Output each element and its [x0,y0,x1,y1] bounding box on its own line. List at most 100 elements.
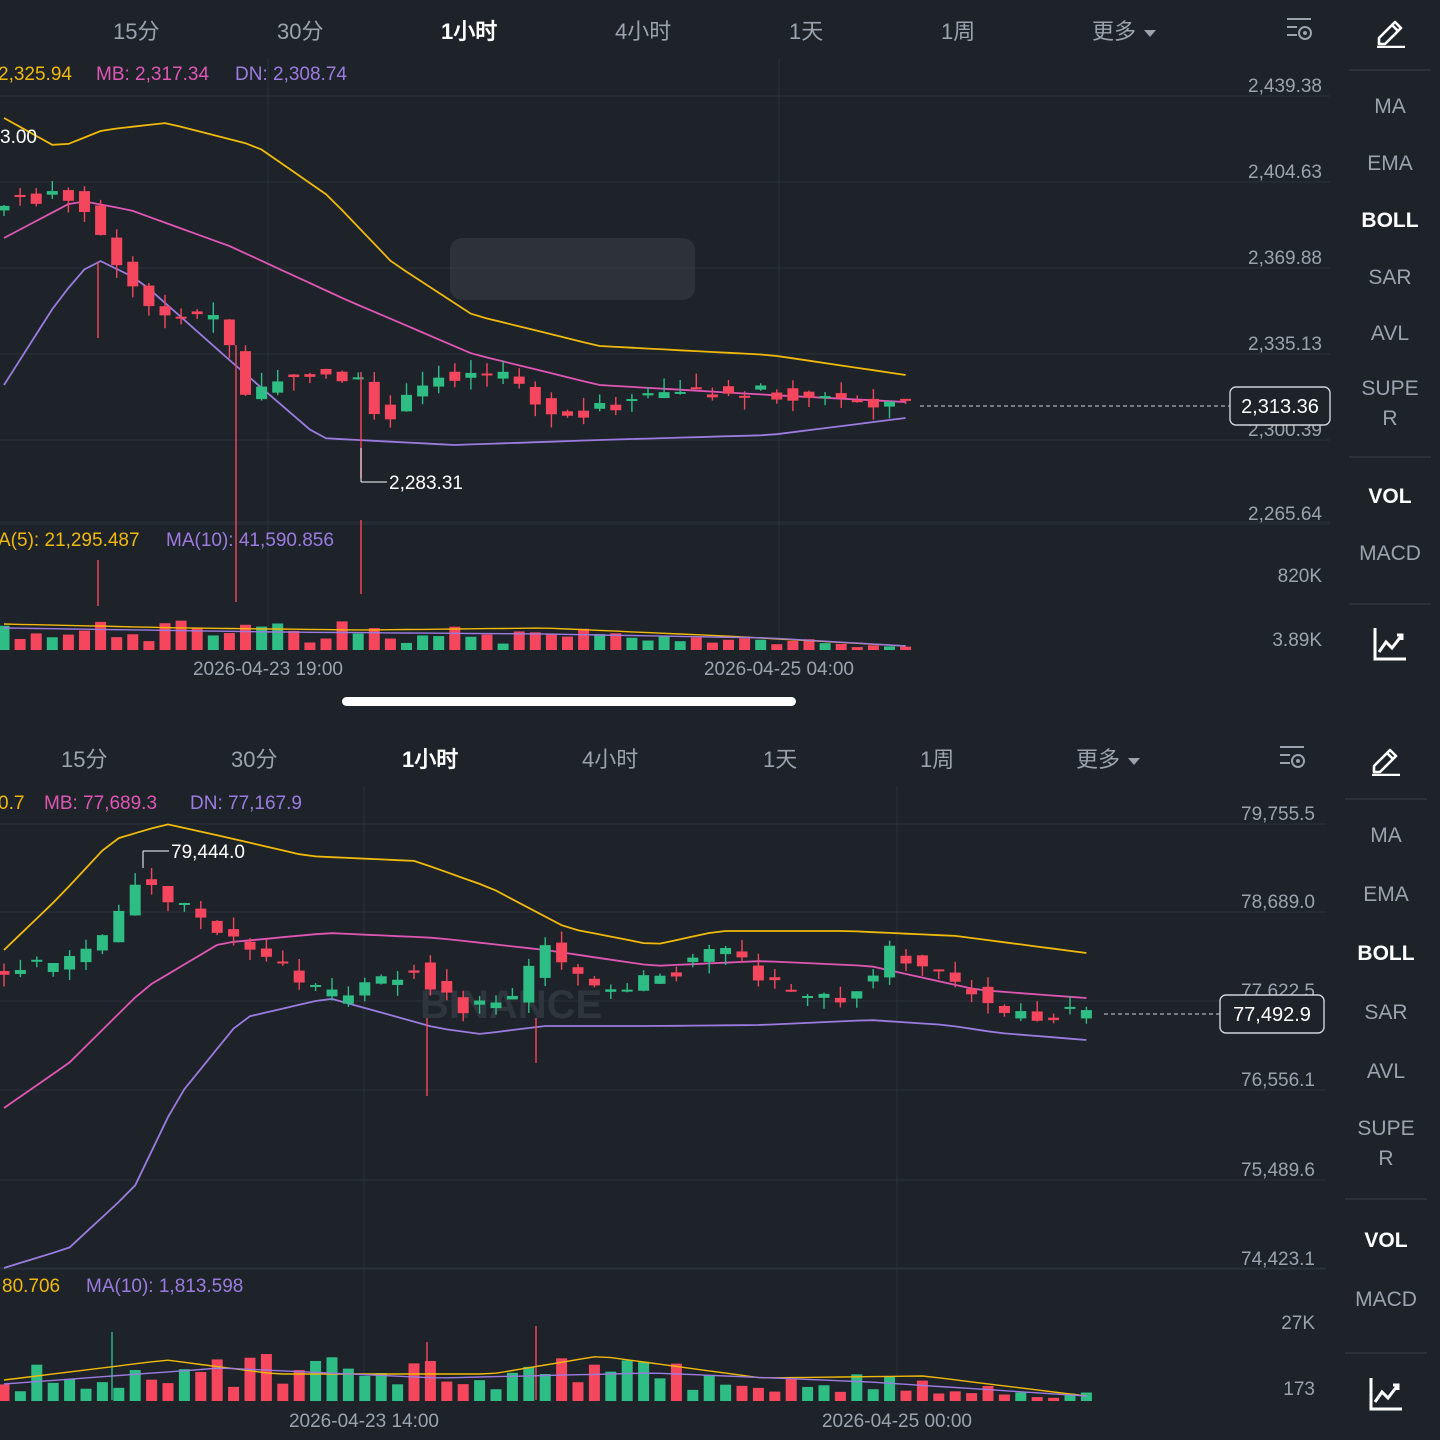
candle [1064,1006,1076,1009]
candle [162,886,174,903]
more-label: 更多 [1076,747,1121,772]
candle [260,948,272,957]
super-label-1: SUPE [1357,1117,1415,1140]
tab-1d[interactable]: 1天 [789,19,824,44]
indicator-sar[interactable]: SAR [1368,266,1412,289]
pencil-icon[interactable] [1373,12,1409,48]
indicator-avl[interactable]: AVL [1370,322,1410,345]
volume-bar [769,1391,781,1401]
sidebar-divider [1345,1198,1427,1200]
volume-bar [30,633,42,650]
sidebar-divider [1349,456,1431,458]
candle [310,984,322,987]
candle [605,989,617,992]
volume-bar [933,1393,945,1401]
volume-axis-label: 3.89K [1272,630,1322,651]
candle [342,995,354,1004]
boll-middle-value: MB: 77,689.3 [44,793,157,814]
line-chart-icon[interactable] [1366,1374,1406,1414]
panel-divider[interactable] [342,697,796,706]
tab-30m[interactable]: 30分 [277,19,324,44]
price-axis-label: 2,335.13 [1248,334,1322,355]
super-label-1: SUPE [1361,377,1419,400]
candle [610,404,622,411]
volume-bar [490,1389,502,1401]
blurred-watermark [450,238,695,300]
vol-ma10-line [3,1367,1087,1397]
candle [326,989,338,997]
volume-bar [588,1364,600,1401]
volume-bar [359,1375,371,1401]
indicator-avl[interactable]: AVL [1366,1060,1406,1083]
candle [129,884,141,916]
tab-4h[interactable]: 4小时 [615,19,672,44]
tab-more[interactable]: 更多 [1076,742,1141,774]
tab-1w[interactable]: 1周 [941,19,976,44]
tab-30m[interactable]: 30分 [231,747,278,772]
indicator-ma[interactable]: MA [1370,824,1402,847]
chart-settings-icon[interactable] [1285,14,1315,44]
caret-down-icon [1128,757,1141,765]
candle [588,978,600,986]
indicator-boll[interactable]: BOLL [1361,209,1419,232]
candle [64,955,76,970]
volume-bar [240,624,251,650]
tab-1h[interactable]: 1小时 [402,747,459,772]
candle [674,391,686,394]
candle [228,929,240,937]
indicator-macd[interactable]: MACD [1355,1288,1417,1311]
tab-4h[interactable]: 4小时 [582,747,639,772]
line-chart-icon[interactable] [1370,624,1410,664]
volume-bar [670,1363,682,1401]
indicator-macd[interactable]: MACD [1359,542,1421,565]
eth-candlestick-chart[interactable]: 2,325.94 MB: 2,317.34 DN: 2,308.74 3.00 A(5)… [0,0,1340,690]
volume-bar [787,640,799,650]
candle [368,381,380,415]
volume-bar [626,637,638,650]
volume-bar [310,1360,322,1401]
volume-bar [465,636,477,650]
indicator-ema[interactable]: EMA [1363,883,1409,906]
candle [146,879,158,886]
tab-15m[interactable]: 15分 [61,747,108,772]
sidebar-divider [1349,603,1431,605]
price-axis-label: 78,689.0 [1241,892,1315,913]
candle [642,393,654,396]
indicator-boll[interactable]: BOLL [1357,942,1415,965]
volume-bar [703,1375,715,1401]
boll-upper-line [3,823,1087,954]
volume-bar [771,644,783,650]
volume-bar [529,632,541,650]
candle [191,311,203,315]
volume-bar [211,1359,223,1401]
indicator-super[interactable]: SUPE R [1343,1114,1429,1174]
candle [545,398,557,415]
volume-bar [523,1366,535,1401]
volume-bar [687,1389,699,1401]
indicator-ma[interactable]: MA [1374,95,1406,118]
candle [966,988,978,995]
caret-down-icon [1144,29,1157,37]
boll-middle-line [3,200,906,403]
candle [771,392,783,400]
candle [803,391,815,398]
indicator-super[interactable]: SUPE R [1347,374,1433,434]
tab-1w[interactable]: 1周 [920,747,955,772]
indicator-vol[interactable]: VOL [1364,1229,1408,1252]
volume-axis-label: 27K [1281,1313,1315,1334]
candle [654,975,666,984]
volume-bar [785,1379,797,1401]
tab-1h[interactable]: 1小时 [441,19,498,44]
tab-more[interactable]: 更多 [1092,14,1157,46]
tab-15m[interactable]: 15分 [113,19,160,44]
indicator-vol[interactable]: VOL [1368,485,1412,508]
candle [529,386,541,405]
pencil-icon[interactable] [1368,740,1404,776]
candle [1080,1010,1092,1019]
tab-1d[interactable]: 1天 [763,747,798,772]
volume-bar [256,626,268,650]
indicator-ema[interactable]: EMA [1367,152,1413,175]
indicator-sar[interactable]: SAR [1364,1001,1408,1024]
chart-settings-icon[interactable] [1278,742,1308,772]
